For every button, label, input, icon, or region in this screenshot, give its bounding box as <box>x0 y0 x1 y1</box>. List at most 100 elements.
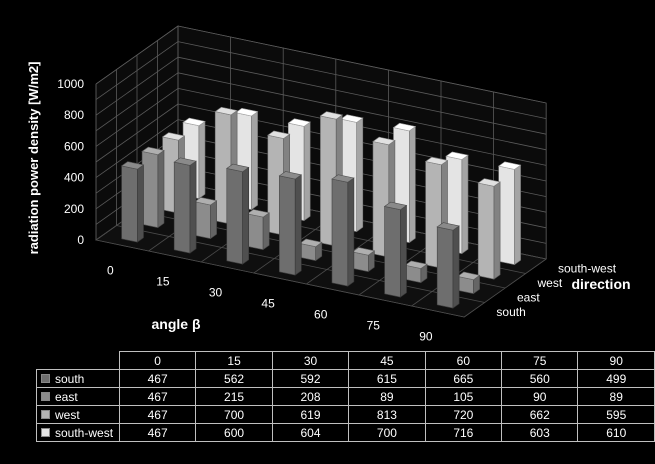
bar-side <box>189 160 197 254</box>
bar-top <box>267 130 291 139</box>
bar <box>278 171 303 276</box>
bar-top <box>226 163 250 173</box>
bar-top <box>299 238 323 248</box>
x-axis-title: angle β <box>152 316 201 332</box>
table-col-header: 90 <box>577 351 655 370</box>
y-tick-label: 0 <box>77 233 84 247</box>
table-cell: 89 <box>577 387 655 406</box>
bar-front <box>194 201 211 239</box>
bar <box>331 174 355 287</box>
bar <box>173 157 197 254</box>
bar-top <box>340 114 364 123</box>
bar-front <box>498 165 515 265</box>
bar-front <box>173 161 191 254</box>
y-tick-labels: 0 200 400 600 800 1000 <box>57 77 84 247</box>
bar <box>226 163 250 265</box>
bar-top <box>392 122 417 132</box>
table-row-label: east <box>36 387 120 406</box>
bar-top <box>193 197 218 206</box>
bar-side <box>157 149 165 229</box>
table-cell: 215 <box>195 387 273 406</box>
x-tick-label: 30 <box>209 286 223 300</box>
bar <box>436 222 460 309</box>
bar-front <box>331 178 349 287</box>
x-tick-label: 0 <box>107 264 114 278</box>
table-row: east 467 215 208 89 105 90 89 <box>36 387 655 406</box>
bar-side <box>400 204 407 298</box>
depth-tick-label: east <box>517 290 540 304</box>
table-cell: 560 <box>501 369 579 388</box>
table-header-row: 0 15 30 45 60 75 90 <box>36 351 655 370</box>
bar-top <box>424 156 449 166</box>
series-name: south <box>55 371 85 386</box>
bar <box>193 197 218 240</box>
x-tick-labels: 0 15 30 45 60 75 90 <box>107 264 433 344</box>
bar-side <box>493 181 501 280</box>
legend-swatch <box>41 427 50 437</box>
bar-top <box>404 260 428 269</box>
bar <box>456 271 481 295</box>
table-cell: 208 <box>271 387 350 406</box>
table-cell: 467 <box>118 423 197 442</box>
bar-front <box>141 151 159 228</box>
bar-top <box>173 157 197 166</box>
bar-top <box>477 178 501 187</box>
table-row: south 467 562 592 615 665 560 499 <box>36 369 655 388</box>
bar-side <box>198 120 206 200</box>
bar <box>120 161 145 243</box>
table-cell: 595 <box>577 405 655 424</box>
bar-front <box>247 213 264 250</box>
bar-side <box>251 111 258 211</box>
depth-tick-label: south-west <box>558 261 617 275</box>
table-col-header: 0 <box>118 351 197 370</box>
bar-side <box>242 166 249 265</box>
table-cell: 716 <box>424 423 503 442</box>
x-tick-label: 75 <box>367 319 381 333</box>
bar-top <box>351 247 376 256</box>
bar-side <box>514 164 521 266</box>
bar-side <box>356 117 364 233</box>
y-tick-label: 800 <box>64 108 84 122</box>
table-cell: 105 <box>424 387 503 406</box>
table-col-header: 15 <box>195 351 273 370</box>
bar-front <box>279 175 296 276</box>
table-row-label: south <box>36 369 120 388</box>
table-cell: 720 <box>424 405 503 424</box>
bar-top <box>319 111 344 120</box>
table-cell: 603 <box>501 423 579 442</box>
bars <box>120 106 522 309</box>
table-cell: 610 <box>577 423 655 442</box>
table-row-label: south-west <box>36 423 120 442</box>
table-col-header: 75 <box>501 351 579 370</box>
gridline <box>95 239 465 318</box>
gridline <box>177 25 547 104</box>
bar-side <box>347 177 355 287</box>
table-cell: 90 <box>501 387 579 406</box>
bar-side <box>137 164 144 243</box>
bar-top <box>445 151 469 160</box>
bar <box>383 201 408 298</box>
table-row-label: west <box>36 405 120 424</box>
bar-top <box>287 118 311 127</box>
bar-top <box>161 132 186 141</box>
bar-side <box>303 121 311 222</box>
y-tick-label: 200 <box>64 202 84 216</box>
legend-swatch <box>41 409 50 419</box>
table-col-header: 30 <box>271 351 350 370</box>
table-cell: 665 <box>424 369 503 388</box>
depth-tick-label: south <box>496 305 525 319</box>
bar-top <box>497 161 522 170</box>
gridline <box>177 56 547 135</box>
table-cell: 562 <box>195 369 273 388</box>
table-cell: 600 <box>195 423 273 442</box>
depth-axis-title: direction <box>571 276 630 292</box>
bar <box>497 161 522 266</box>
bar-front <box>436 226 454 309</box>
bar <box>141 146 165 229</box>
bar-top <box>141 146 165 156</box>
table-cell: 662 <box>501 405 579 424</box>
table-col-header: 60 <box>424 351 503 370</box>
bar-side <box>294 174 302 276</box>
x-tick-label: 15 <box>156 275 170 289</box>
